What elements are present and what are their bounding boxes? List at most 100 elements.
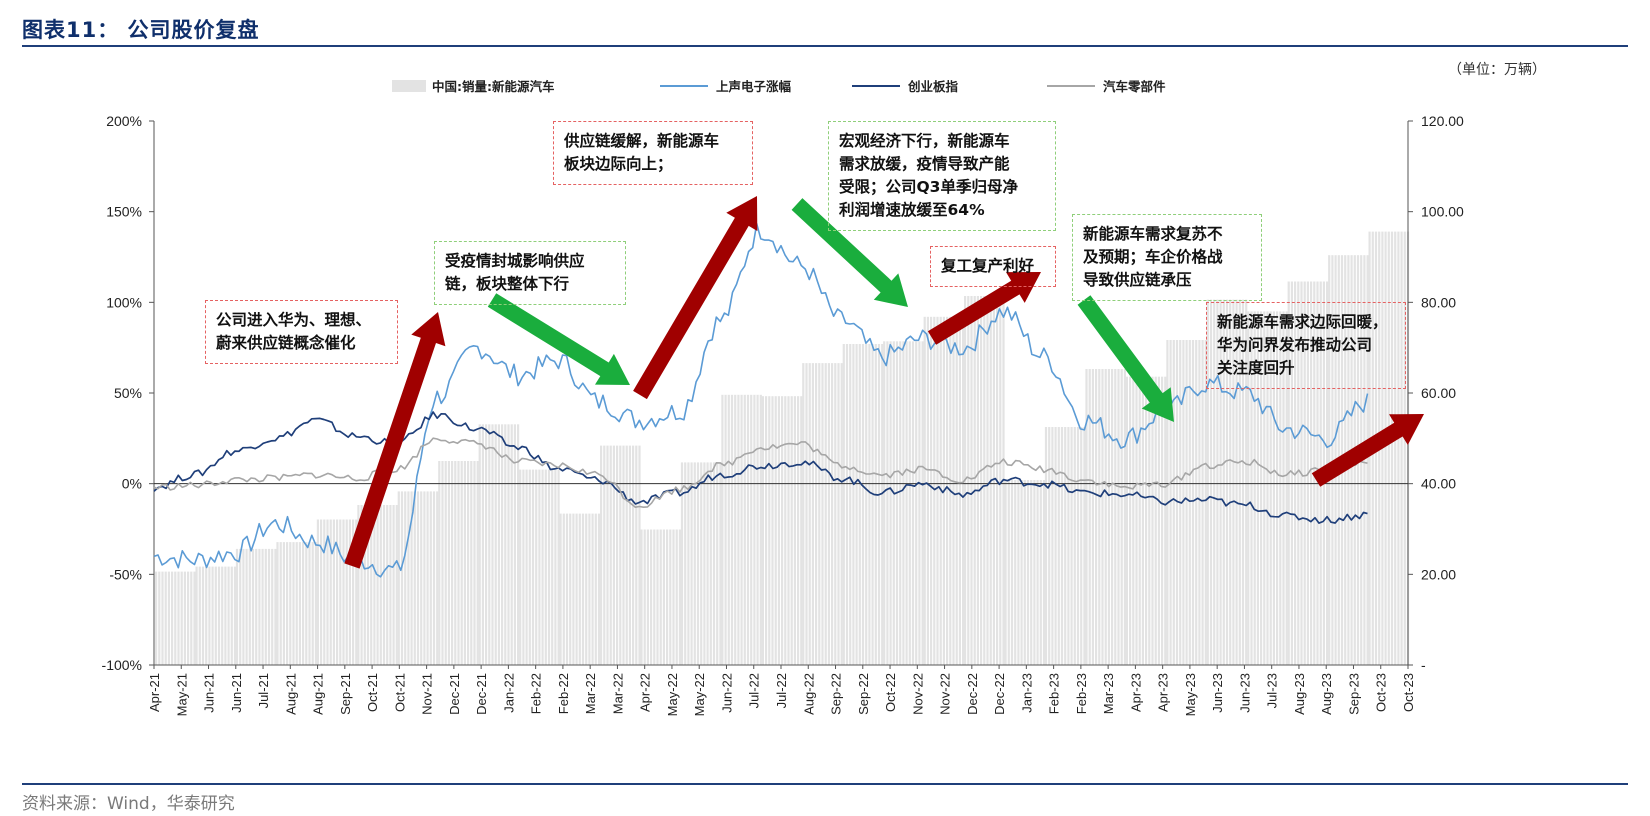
annotation-a3: 供应链缓解，新能源车 板块边际向上； bbox=[553, 121, 753, 185]
x-tick-label: Feb-23 bbox=[1074, 673, 1089, 714]
x-tick-label: Nov-22 bbox=[938, 673, 953, 715]
y-right-tick-label: 60.00 bbox=[1421, 385, 1456, 401]
bar-2021-12 bbox=[478, 424, 520, 665]
annotation-a6-text: 新能源车需求复苏不 及预期；车企价格战 导致供应链承压 bbox=[1083, 225, 1223, 289]
annotation-a1-text: 公司进入华为、理想、 蔚来供应链概念催化 bbox=[216, 311, 372, 352]
x-tick-label: Apr-21 bbox=[147, 673, 162, 712]
trend-arrow-7 bbox=[1311, 414, 1424, 487]
title-rule bbox=[22, 45, 1628, 47]
x-tick-label: Aug-21 bbox=[311, 673, 326, 715]
bar-2021-05 bbox=[195, 566, 237, 665]
annotation-a3-text: 供应链缓解，新能源车 板块边际向上； bbox=[564, 132, 720, 173]
x-tick-label: Oct-23 bbox=[1374, 673, 1389, 712]
y-left-tick-label: 100% bbox=[106, 294, 142, 310]
y-left-tick-label: 150% bbox=[106, 204, 142, 220]
x-tick-label: Feb-22 bbox=[529, 673, 544, 714]
x-tick-label: Oct-21 bbox=[365, 673, 380, 712]
x-tick-label: May-21 bbox=[174, 673, 189, 716]
x-tick-label: May-23 bbox=[1183, 673, 1198, 716]
bar-2021-08 bbox=[316, 519, 358, 665]
annotation-a2-text: 受疫情封城影响供应 链，板块整体下行 bbox=[445, 252, 585, 293]
x-tick-label: May-22 bbox=[692, 673, 707, 716]
x-tick-label: Apr-23 bbox=[1128, 673, 1143, 712]
annotation-a2: 受疫情封城影响供应 链，板块整体下行 bbox=[434, 241, 626, 305]
bar-2021-11 bbox=[438, 461, 479, 665]
bar-2023-02 bbox=[1044, 427, 1086, 665]
x-tick-label: Nov-21 bbox=[420, 673, 435, 715]
x-tick-label: Jul-21 bbox=[256, 673, 271, 708]
annotation-a4-text: 宏观经济下行，新能源车 需求放缓，疫情导致产能 受限；公司Q3单季归母净 利润增… bbox=[839, 132, 1018, 219]
annotation-a1: 公司进入华为、理想、 蔚来供应链概念催化 bbox=[205, 300, 398, 364]
source-note: 资料来源：Wind，华泰研究 bbox=[22, 794, 235, 814]
y-right-tick-label: - bbox=[1421, 657, 1426, 673]
y-left-tick-label: -100% bbox=[102, 657, 142, 673]
x-tick-label: Apr-23 bbox=[1156, 673, 1171, 712]
y-left-tick-label: 50% bbox=[114, 385, 142, 401]
annotation-a7: 新能源车需求边际回暖， 华为问界发布推动公司 关注度回升 bbox=[1206, 302, 1406, 389]
x-tick-label: Mar-22 bbox=[610, 673, 625, 714]
x-tick-label: Aug-21 bbox=[283, 673, 298, 715]
y-left-tick-label: 0% bbox=[122, 476, 142, 492]
trend-arrow-2 bbox=[487, 293, 630, 385]
legend: 中国:销量:新能源汽车 上声电子涨幅 创业板指 汽车零部件 bbox=[392, 79, 1166, 94]
bar-2021-06 bbox=[235, 548, 277, 665]
x-tick-label: Mar-23 bbox=[1101, 673, 1116, 714]
series-line-2 bbox=[153, 411, 1368, 524]
y-left-tick-label: -50% bbox=[109, 566, 142, 582]
bar-2022-03 bbox=[600, 445, 641, 665]
bar-2022-09 bbox=[842, 344, 884, 665]
bar-2021-07 bbox=[276, 542, 317, 665]
x-tick-label: Sep-22 bbox=[856, 673, 871, 715]
bar-2022-02 bbox=[559, 513, 601, 665]
x-tick-label: Nov-22 bbox=[910, 673, 925, 715]
bar-2023-03 bbox=[1085, 369, 1126, 665]
y-right-tick-label: 40.00 bbox=[1421, 476, 1456, 492]
x-tick-label: Apr-22 bbox=[638, 673, 653, 712]
figure-title: 图表11： 公司股价复盘 bbox=[22, 18, 260, 42]
y-right-tick-label: 20.00 bbox=[1421, 566, 1456, 582]
x-tick-label: Jul-23 bbox=[1265, 673, 1280, 708]
x-tick-label: Jul-22 bbox=[774, 673, 789, 708]
bar-2022-06 bbox=[721, 394, 762, 665]
unit-label: （单位：万辆） bbox=[1448, 62, 1546, 78]
trend-arrow-1 bbox=[344, 312, 446, 569]
x-tick-label: Aug-22 bbox=[801, 673, 816, 715]
legend-label: 创业板指 bbox=[907, 79, 959, 94]
bar-2022-08 bbox=[802, 363, 843, 665]
y-right-tick-label: 80.00 bbox=[1421, 294, 1456, 310]
x-tick-label: Jun-23 bbox=[1237, 673, 1252, 713]
x-tick-label: Jun-21 bbox=[229, 673, 244, 713]
x-tick-label: Jun-21 bbox=[202, 673, 217, 713]
bar-2022-07 bbox=[761, 396, 803, 665]
x-tick-label: Jan-23 bbox=[1019, 673, 1034, 713]
x-tick-label: Feb-23 bbox=[1047, 673, 1062, 714]
x-tick-label: Feb-22 bbox=[556, 673, 571, 714]
chart: 200% 150% 100% 50% 0% -50% -100% 120.00 100.00 80… bbox=[102, 79, 1465, 716]
x-tick-label: Dec-21 bbox=[474, 673, 489, 715]
x-tick-label: Jul-22 bbox=[747, 673, 762, 708]
x-tick-label: Aug-23 bbox=[1292, 673, 1307, 715]
x-tick-label: Jan-22 bbox=[501, 673, 516, 713]
x-tick-label: Oct-21 bbox=[392, 673, 407, 712]
x-tick-label: Dec-22 bbox=[965, 673, 980, 715]
x-tick-label: Aug-23 bbox=[1319, 673, 1334, 715]
bar-2023-04 bbox=[1125, 376, 1167, 665]
x-tick-label: May-22 bbox=[665, 673, 680, 716]
footer-rule bbox=[22, 783, 1628, 785]
annotation-a5-text: 复工复产利好 bbox=[941, 257, 1035, 275]
bar-2021-04 bbox=[155, 571, 196, 665]
trend-arrows bbox=[344, 196, 1424, 569]
x-tick-label: Jun-23 bbox=[1210, 673, 1225, 713]
y-left-tick-label: 200% bbox=[106, 113, 142, 129]
x-tick-label: Oct-23 bbox=[1401, 673, 1416, 712]
bar-2023-05 bbox=[1166, 340, 1207, 665]
bar-2023-06 bbox=[1206, 299, 1248, 665]
bar-2022-04 bbox=[640, 529, 681, 665]
trend-arrow-3 bbox=[633, 196, 758, 400]
y-right-tick-label: 100.00 bbox=[1421, 204, 1464, 220]
y-right-tick-label: 120.00 bbox=[1421, 113, 1464, 129]
bar-series bbox=[155, 231, 1410, 665]
bar-2023-07 bbox=[1247, 311, 1288, 665]
x-tick-label: Dec-21 bbox=[447, 673, 462, 715]
annotation-a6: 新能源车需求复苏不 及预期；车企价格战 导致供应链承压 bbox=[1072, 214, 1262, 301]
